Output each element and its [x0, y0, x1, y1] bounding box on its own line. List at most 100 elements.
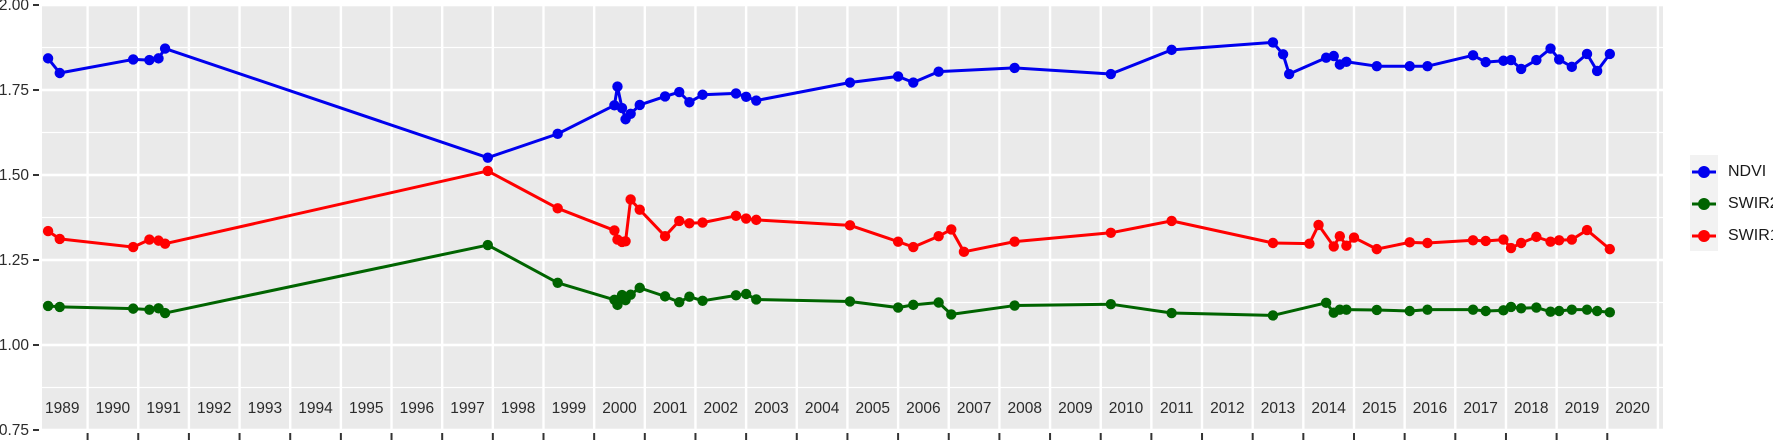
data-point	[1531, 231, 1542, 243]
data-point	[1341, 304, 1352, 315]
data-point	[1581, 224, 1593, 236]
data-point	[612, 299, 623, 311]
data-point	[1371, 243, 1382, 255]
data-point	[908, 77, 919, 88]
data-point	[1166, 44, 1177, 56]
data-point	[482, 239, 493, 251]
y-axis-tick-labels: 0.75 1.00 1.25 1.50 1.75 2.00	[0, 0, 39, 439]
data-point	[144, 234, 155, 245]
data-point	[730, 88, 742, 99]
x-axis-tick-label: 1997	[450, 400, 484, 417]
x-axis-tick-label: 1999	[552, 400, 586, 417]
series-ndvi	[42, 37, 1616, 163]
x-axis-tick-label: 2008	[1007, 400, 1041, 417]
data-point	[1267, 237, 1279, 249]
data-point	[609, 225, 620, 236]
data-point	[751, 214, 762, 226]
data-point	[1604, 243, 1616, 255]
x-axis-tick-label: 2006	[906, 400, 940, 417]
x-axis-tick-label: 2000	[602, 400, 637, 417]
data-point	[634, 204, 645, 215]
data-point	[684, 291, 695, 302]
legend-item-swir2[interactable]: SWIR2	[1692, 195, 1773, 212]
data-point	[1545, 306, 1556, 317]
data-point	[552, 203, 563, 214]
data-point	[612, 81, 623, 92]
data-point	[634, 99, 645, 111]
x-axis-tick-label: 2013	[1261, 400, 1295, 417]
legend-marker-swatch	[1698, 198, 1710, 210]
data-point	[144, 304, 155, 315]
data-point	[1498, 234, 1509, 245]
data-point	[159, 43, 171, 54]
x-axis-tick-label: 2015	[1362, 400, 1396, 417]
data-point	[1553, 54, 1565, 65]
data-point	[54, 233, 65, 245]
y-axis-tick-label: 1.75	[0, 82, 29, 99]
data-point	[740, 288, 752, 300]
data-point	[625, 108, 636, 120]
data-point	[1505, 301, 1517, 313]
y-axis-tick-label: 1.50	[0, 167, 29, 184]
data-point	[625, 289, 636, 300]
x-axis-tick-label: 1994	[298, 400, 333, 417]
data-point	[1581, 48, 1593, 60]
y-axis-tick-label: 0.75	[0, 422, 29, 439]
data-point	[1604, 48, 1616, 60]
data-point	[1467, 304, 1479, 315]
chart-legend: NDVI SWIR2 SWIR1	[1690, 155, 1773, 251]
data-point	[42, 300, 54, 312]
y-axis-tick-label: 1.00	[0, 337, 29, 354]
x-axis-ticks	[86, 433, 1609, 440]
data-point	[1320, 297, 1332, 309]
data-point	[908, 241, 919, 253]
x-axis-tick-label: 1989	[45, 400, 79, 417]
x-axis-tick-label: 1998	[501, 400, 535, 417]
data-point	[1545, 43, 1556, 54]
x-axis-tick-label: 2009	[1058, 400, 1092, 417]
data-series-layer	[42, 37, 1616, 321]
legend-item-ndvi[interactable]: NDVI	[1692, 163, 1766, 180]
data-point	[144, 54, 155, 66]
data-point	[1422, 60, 1433, 72]
data-point	[674, 296, 685, 308]
data-point	[159, 238, 171, 249]
x-axis-tick-label: 2002	[704, 400, 738, 417]
data-point	[1515, 237, 1527, 249]
y-axis-tick-label: 1.25	[0, 252, 29, 269]
data-point	[1283, 68, 1295, 80]
legend-item-swir1[interactable]: SWIR1	[1692, 227, 1773, 244]
data-point	[1604, 307, 1616, 318]
x-axis-tick-label: 2004	[805, 400, 840, 417]
data-point	[844, 296, 856, 307]
data-point	[1105, 227, 1117, 238]
x-axis-tick-label: 2012	[1210, 400, 1244, 417]
data-point	[552, 128, 563, 140]
legend-label: SWIR2	[1728, 195, 1773, 212]
x-axis-tick-label: 2018	[1514, 400, 1548, 417]
data-point	[697, 295, 708, 306]
data-point	[1591, 65, 1603, 77]
data-point	[740, 91, 752, 103]
data-point	[1553, 235, 1565, 246]
x-axis-tick-label: 1992	[197, 400, 231, 417]
data-point	[1531, 54, 1542, 66]
data-point	[1498, 55, 1509, 66]
data-point	[1009, 236, 1020, 247]
data-point	[946, 309, 957, 320]
data-point	[552, 277, 563, 288]
data-point	[1515, 63, 1527, 75]
data-point	[127, 54, 139, 65]
data-point	[1404, 237, 1415, 248]
data-point	[1404, 60, 1415, 72]
data-point	[1105, 68, 1117, 80]
y-axis-tick-label: 2.00	[0, 0, 29, 14]
data-point	[1267, 310, 1279, 321]
data-point	[1480, 235, 1491, 247]
legend-marker-swatch	[1698, 166, 1710, 178]
data-point	[1505, 54, 1517, 66]
x-axis-tick-label: 2005	[856, 400, 890, 417]
x-axis-tick-label: 2016	[1413, 400, 1447, 417]
